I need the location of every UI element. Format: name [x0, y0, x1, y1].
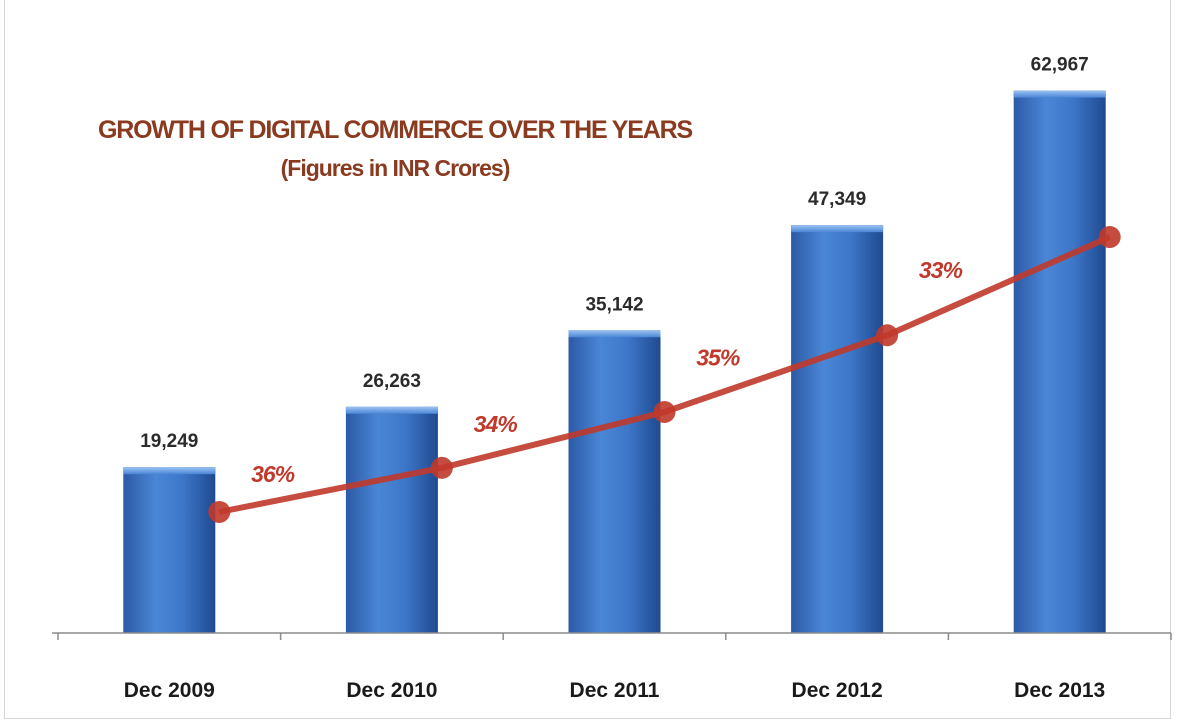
bar-cap: [123, 467, 216, 475]
growth-marker: [208, 500, 231, 523]
bar-3: [568, 330, 661, 633]
bar-body: [123, 467, 216, 633]
bar-1: [123, 467, 216, 633]
growth-percent-label: 34%: [474, 411, 518, 437]
growth-marker: [653, 401, 676, 424]
category-label: Dec 2012: [792, 679, 883, 702]
bar-5: [1013, 90, 1106, 633]
x-axis-ticks: [57, 633, 1172, 640]
chart-subtitle: (Figures in INR Crores): [281, 155, 510, 181]
category-label: Dec 2011: [570, 679, 660, 702]
chart-frame: [4, 0, 1171, 719]
category-label: Dec 2013: [1014, 679, 1105, 702]
chart-title: GROWTH OF DIGITAL COMMERCE OVER THE YEAR…: [98, 116, 692, 144]
bars-layer: [123, 90, 1106, 633]
growth-marker: [1098, 226, 1121, 249]
category-label: Dec 2009: [124, 679, 215, 702]
growth-marker: [876, 324, 899, 347]
bar-body: [568, 330, 661, 633]
bar-value-label: 19,249: [140, 431, 198, 452]
bar-2: [345, 406, 438, 633]
category-label: Dec 2010: [346, 679, 437, 702]
growth-percent-label: 36%: [251, 461, 295, 487]
bar-body: [345, 406, 438, 633]
bar-cap: [791, 225, 884, 233]
bar-value-label: 26,263: [363, 371, 421, 392]
bar-value-label: 35,142: [585, 294, 643, 315]
growth-percent-label: 33%: [919, 257, 963, 283]
bar-body: [1013, 90, 1106, 633]
bar-value-label: 62,967: [1031, 55, 1089, 76]
bar-cap: [345, 406, 438, 414]
growth-marker: [430, 456, 453, 479]
growth-percent-label: 35%: [696, 345, 740, 371]
growth-line-layer: [208, 226, 1121, 523]
bar-body: [791, 225, 884, 633]
bar-value-label: 47,349: [808, 189, 866, 210]
bar-cap: [568, 330, 661, 338]
bar-4: [791, 225, 884, 633]
labels-layer: 19,249 Dec 2009 26,263 Dec 2010 35,142 Dec 20…: [124, 55, 1105, 702]
bar-cap: [1013, 90, 1106, 98]
